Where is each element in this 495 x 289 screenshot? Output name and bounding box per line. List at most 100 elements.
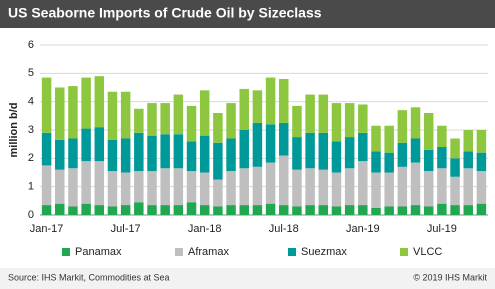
bar-segment [107,206,118,215]
legend-swatch [175,248,183,256]
bar-segment [160,205,170,215]
footer-bar [0,268,495,289]
legend-swatch [400,248,408,256]
legend-swatch [288,248,296,256]
bar-segment [358,132,368,162]
bar-segment [476,203,487,215]
bar-segment [292,137,302,170]
bar-segment [384,206,394,215]
bar-segment [397,206,408,215]
x-tick-label: Jan-17 [30,223,64,235]
y-tick-label: 0 [28,209,34,221]
bar-segment [463,130,473,152]
bar-segment [292,169,302,207]
source: Source: IHS Markit, Commodities at Sea [8,272,170,282]
y-tick-label: 6 [28,39,34,51]
bar-segment [239,205,249,215]
bar-segment [318,205,329,215]
bar-segment [147,171,157,206]
bar-segment [344,205,355,215]
bar-segment [358,104,368,133]
bar-segment [55,87,65,140]
bar-segment [318,94,329,133]
bar-segment [265,162,276,204]
bar-segment [318,169,329,206]
bar-segment [397,142,408,167]
bar-segment [410,138,421,163]
y-tick-label: 4 [28,96,34,108]
bar-segment [226,103,236,139]
y-tick-label: 1 [28,181,34,193]
bar-segment [410,205,421,215]
y-tick-label: 3 [28,124,34,136]
bar-segment [397,166,408,207]
bar-segment [134,108,144,133]
bar-segment [265,77,276,125]
bar-segment [371,207,381,215]
bar-segment [81,161,91,204]
bar-segment [55,203,65,215]
bar-segment [120,172,131,206]
bar-segment [305,94,315,133]
legend-label: Aframax [188,246,229,258]
bar-segment [55,139,65,170]
bar-segment [252,90,263,123]
bar-segment [450,138,460,159]
legend-label: VLCC [413,246,442,258]
bar-segment [305,205,315,215]
bar-segment [384,125,394,153]
bar-segment [41,165,52,206]
bar-segment [199,205,210,215]
x-tick-label: Jul-17 [111,223,141,235]
bar-segment [292,206,302,215]
bar-segment [423,171,434,207]
bar-segment [81,128,91,162]
bar-segment [476,171,487,204]
bar-segment [68,138,78,169]
bar-segment [147,103,157,136]
bar-segment [305,168,315,206]
bar-segment [81,77,91,129]
title-bar [0,0,495,28]
y-tick-label: 5 [28,67,34,79]
bar-segment [120,138,131,173]
bar-segment [371,151,381,173]
bar-segment [279,122,289,156]
bar-segment [120,205,131,215]
bar-segment [423,206,434,215]
bar-segment [81,203,91,215]
bar-segment [186,171,197,203]
bar-segment [107,171,118,207]
bar-segment [292,105,302,138]
bar-segment [213,206,223,215]
bar-segment [239,168,249,206]
bar-segment [318,132,329,170]
bar-segment [252,205,263,215]
bar-segment [279,79,289,123]
bar-segment [120,91,131,139]
bar-segment [173,168,184,206]
chart-title: US Seaborne Imports of Crude Oil by Size… [8,5,322,21]
bar-segment [41,205,52,215]
bar-segment [160,134,170,169]
bar-segment [199,135,210,173]
x-tick-label: Jan-19 [346,223,380,235]
bar-segment [199,172,210,206]
bar-segment [305,132,315,169]
bar-segment [226,205,236,215]
bar-segment [68,206,78,215]
bar-segment [186,105,197,142]
bar-segment [107,91,118,140]
bar-segment [252,122,263,167]
bar-segment [331,172,342,207]
bar-segment [147,135,157,172]
y-tick-label: 2 [28,152,34,164]
bar-segment [252,166,263,206]
bar-segment [331,141,342,173]
bar-segment [450,158,460,177]
bar-segment [463,151,473,169]
bar-segment [437,125,447,147]
copyright: © 2019 IHS Markit [413,272,487,282]
bar-segment [279,205,289,215]
